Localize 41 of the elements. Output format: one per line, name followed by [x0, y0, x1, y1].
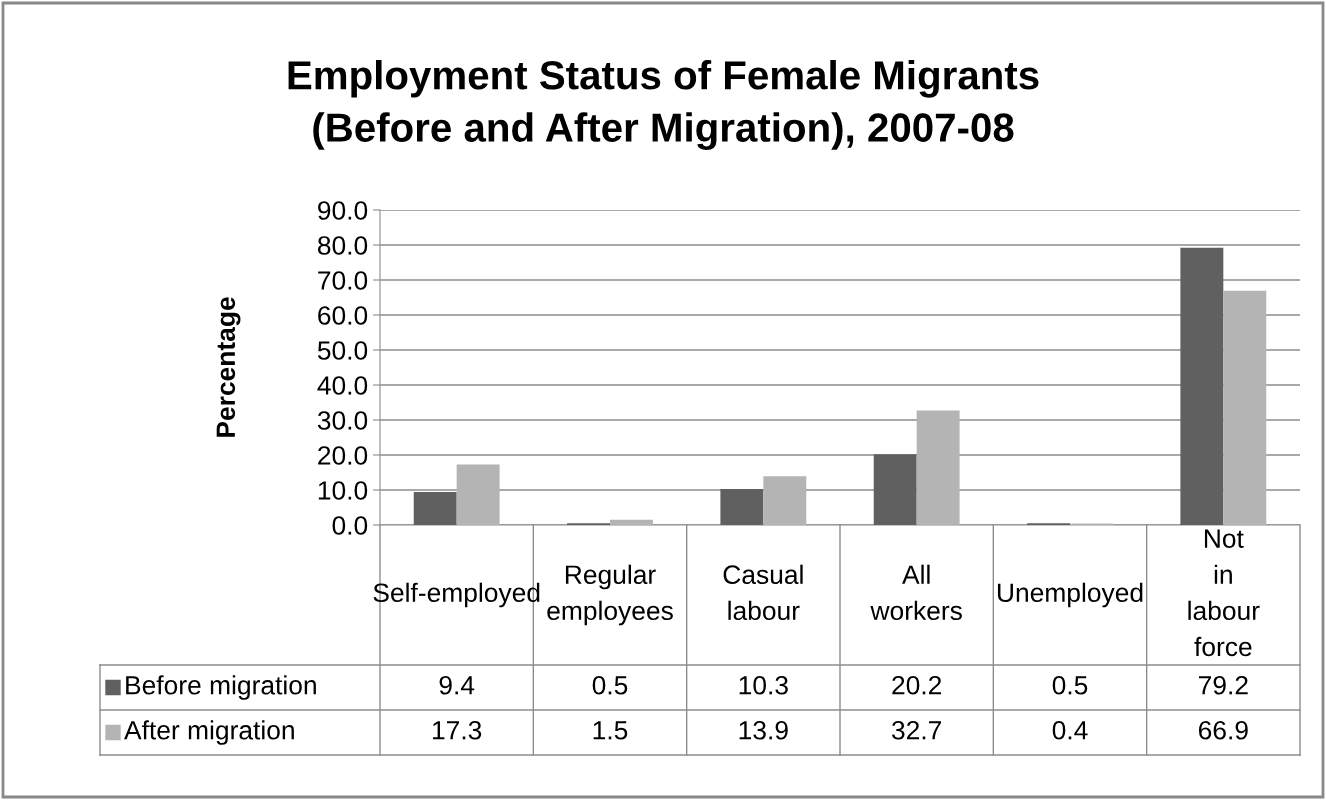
- y-tick-label: 70.0: [318, 271, 368, 290]
- data-label: 0.5: [1052, 675, 1088, 695]
- bar: [413, 492, 457, 525]
- bar: [763, 476, 807, 525]
- data-label: 9.4: [439, 675, 475, 695]
- y-axis-title: Percentage: [216, 297, 241, 437]
- x-tick-label: Casual labour: [723, 564, 803, 621]
- x-tick-label: All workers: [870, 564, 962, 621]
- data-label: 13.9: [739, 720, 788, 740]
- data-label: 10.3: [739, 675, 788, 695]
- data-label: 0.5: [592, 675, 628, 695]
- y-tick-label: 90.0: [318, 201, 368, 220]
- x-tick-label: Unemployed: [997, 582, 1143, 608]
- chart-title: Employment Status of Female Migrants (Before and After Migration), 2007-08: [288, 59, 1039, 151]
- bar: [916, 410, 960, 525]
- data-label: 1.5: [593, 721, 628, 740]
- x-tick-label: Not in labour force: [1188, 529, 1260, 657]
- bar: [720, 488, 764, 525]
- data-label: 66.9: [1199, 720, 1248, 740]
- bar: [1223, 290, 1267, 525]
- y-tick-label: 40.0: [317, 376, 368, 395]
- y-tick-label: 10.0: [318, 481, 368, 500]
- bar: [456, 464, 500, 525]
- data-label: 0.4: [1052, 720, 1088, 740]
- bar: [610, 519, 653, 525]
- data-label: 79.2: [1199, 675, 1248, 695]
- y-tick-label: 50.0: [317, 341, 368, 360]
- data-label: 32.7: [892, 720, 942, 740]
- data-label: 20.2: [892, 675, 942, 695]
- y-tick-label: 80.0: [317, 236, 368, 255]
- y-tick-label: 30.0: [317, 411, 368, 430]
- bar: [1180, 247, 1224, 525]
- x-tick-label: Self-employed: [373, 582, 540, 608]
- y-tick-label: 0.0: [332, 516, 368, 535]
- y-tick-label: 60.0: [318, 306, 368, 325]
- data-label: 17.3: [433, 720, 482, 740]
- legend-label: Before migration: [126, 675, 316, 700]
- x-tick-label: Regular employees: [547, 564, 673, 626]
- bar: [873, 454, 917, 525]
- y-tick-label: 20.0: [318, 446, 368, 465]
- legend-label: After migration: [124, 720, 294, 745]
